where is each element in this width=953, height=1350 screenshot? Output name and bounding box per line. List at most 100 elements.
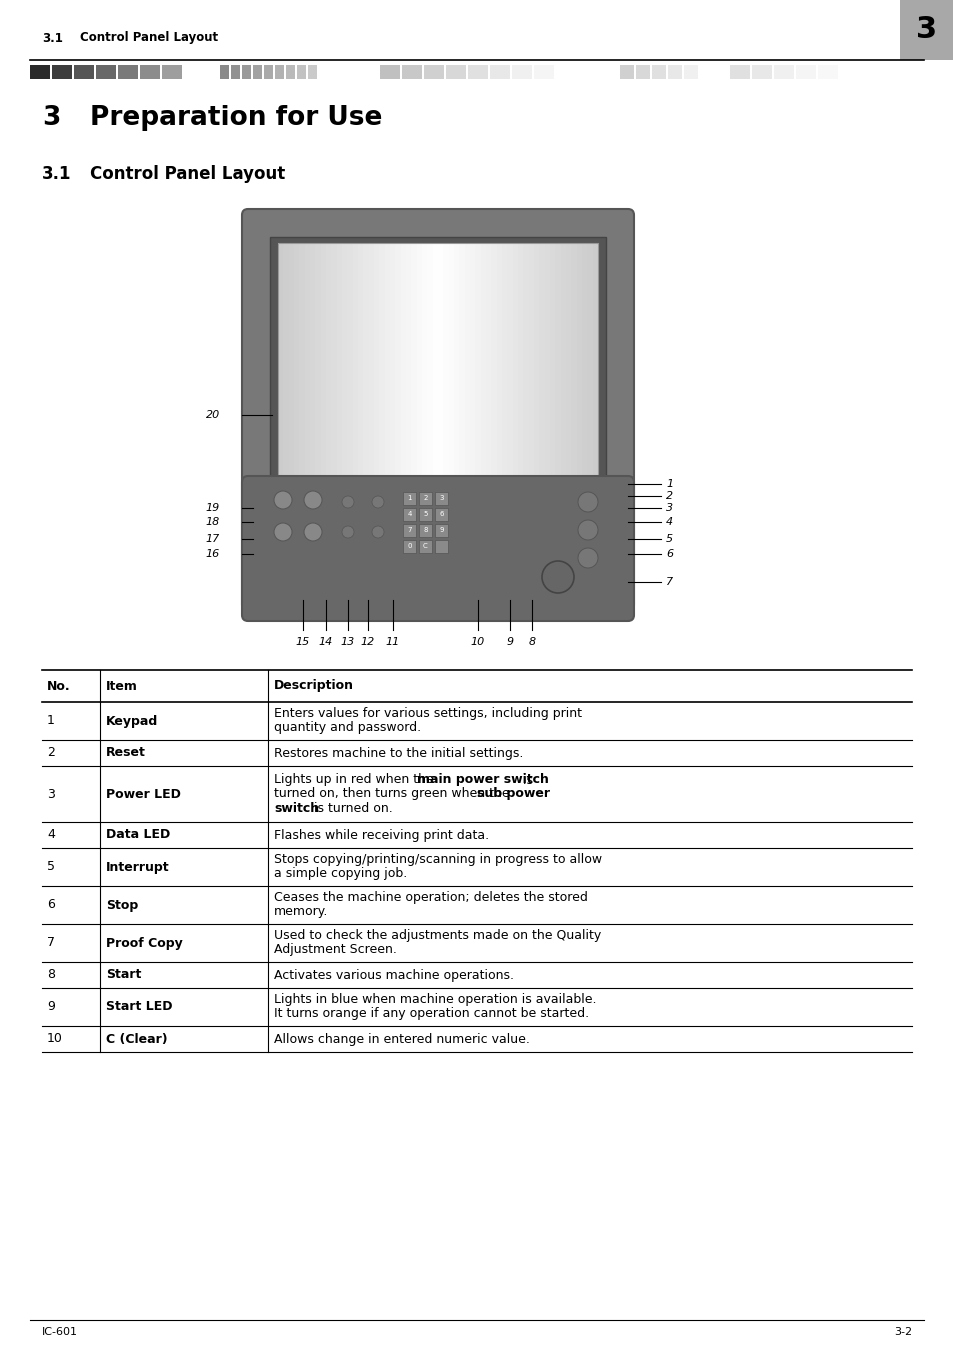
- Text: 12: 12: [360, 637, 375, 647]
- Bar: [270, 238, 605, 482]
- Circle shape: [372, 495, 384, 508]
- Bar: [418, 524, 432, 537]
- Bar: [490, 65, 510, 80]
- Text: Keypad: Keypad: [106, 714, 158, 728]
- Text: Activates various machine operations.: Activates various machine operations.: [274, 968, 514, 981]
- Bar: [294, 243, 299, 477]
- Circle shape: [578, 520, 598, 540]
- Bar: [501, 243, 507, 477]
- Bar: [52, 65, 71, 80]
- Bar: [435, 540, 448, 553]
- Bar: [581, 243, 587, 477]
- Bar: [308, 65, 316, 80]
- Bar: [512, 243, 518, 477]
- Text: Control Panel Layout: Control Panel Layout: [90, 165, 285, 184]
- Bar: [401, 65, 421, 80]
- Text: Description: Description: [274, 679, 354, 693]
- Text: Power LED: Power LED: [106, 787, 181, 801]
- Text: switch: switch: [274, 802, 319, 814]
- Text: 8: 8: [47, 968, 55, 981]
- Text: Data LED: Data LED: [106, 829, 170, 841]
- Bar: [773, 65, 793, 80]
- Text: 6: 6: [47, 899, 55, 911]
- Text: 10: 10: [471, 637, 485, 647]
- Text: 4: 4: [47, 829, 55, 841]
- Text: 5: 5: [47, 860, 55, 873]
- Text: is turned on.: is turned on.: [310, 802, 393, 814]
- Bar: [220, 65, 229, 80]
- Bar: [347, 243, 353, 477]
- Bar: [277, 243, 598, 477]
- Text: Enters values for various settings, including print: Enters values for various settings, incl…: [274, 707, 581, 721]
- Circle shape: [541, 562, 574, 593]
- Text: Adjustment Screen.: Adjustment Screen.: [274, 944, 396, 957]
- Text: It turns orange if any operation cannot be started.: It turns orange if any operation cannot …: [274, 1007, 589, 1021]
- Bar: [651, 65, 665, 80]
- Bar: [560, 243, 566, 477]
- Text: 3: 3: [665, 504, 673, 513]
- Bar: [592, 243, 598, 477]
- Bar: [512, 65, 532, 80]
- Text: Restores machine to the initial settings.: Restores machine to the initial settings…: [274, 747, 523, 760]
- Bar: [427, 243, 433, 477]
- Bar: [571, 243, 577, 477]
- Text: a simple copying job.: a simple copying job.: [274, 868, 407, 880]
- Bar: [667, 65, 681, 80]
- Bar: [402, 508, 416, 521]
- Circle shape: [341, 495, 354, 508]
- Bar: [468, 65, 488, 80]
- Text: 16: 16: [206, 549, 220, 559]
- Text: Proof Copy: Proof Copy: [106, 937, 183, 949]
- Text: Stops copying/printing/scanning in progress to allow: Stops copying/printing/scanning in progr…: [274, 853, 601, 867]
- Bar: [587, 243, 593, 477]
- Text: sub power: sub power: [477, 787, 550, 801]
- Text: 5: 5: [665, 535, 673, 544]
- Text: 4: 4: [665, 517, 673, 526]
- Text: 7: 7: [665, 576, 673, 587]
- Text: 3: 3: [916, 15, 937, 45]
- Bar: [528, 243, 534, 477]
- Text: 17: 17: [206, 535, 220, 544]
- Bar: [418, 491, 432, 505]
- Bar: [795, 65, 815, 80]
- Bar: [443, 243, 449, 477]
- Bar: [406, 243, 412, 477]
- Bar: [523, 243, 529, 477]
- Text: 6: 6: [438, 512, 443, 517]
- Bar: [299, 243, 305, 477]
- Text: 1: 1: [47, 714, 55, 728]
- Bar: [74, 65, 94, 80]
- Bar: [491, 243, 497, 477]
- Bar: [619, 65, 634, 80]
- Text: Preparation for Use: Preparation for Use: [90, 105, 382, 131]
- Bar: [264, 65, 273, 80]
- Bar: [289, 243, 294, 477]
- Bar: [384, 243, 390, 477]
- Bar: [162, 65, 182, 80]
- Bar: [899, 0, 953, 59]
- Bar: [421, 243, 427, 477]
- Bar: [544, 243, 550, 477]
- Bar: [353, 243, 358, 477]
- Circle shape: [304, 522, 322, 541]
- Circle shape: [274, 522, 292, 541]
- Bar: [326, 243, 332, 477]
- Bar: [357, 243, 363, 477]
- Bar: [418, 540, 432, 553]
- Bar: [310, 243, 315, 477]
- Bar: [418, 508, 432, 521]
- Bar: [555, 243, 560, 477]
- Bar: [636, 65, 649, 80]
- Bar: [336, 243, 342, 477]
- Bar: [475, 243, 480, 477]
- Text: 1: 1: [407, 495, 412, 501]
- Text: 9: 9: [47, 1000, 55, 1014]
- Bar: [390, 243, 395, 477]
- Text: 2: 2: [423, 495, 427, 501]
- Text: 13: 13: [340, 637, 355, 647]
- Text: 14: 14: [318, 637, 333, 647]
- Text: Start LED: Start LED: [106, 1000, 172, 1014]
- Bar: [368, 243, 375, 477]
- Text: Allows change in entered numeric value.: Allows change in entered numeric value.: [274, 1033, 529, 1045]
- Bar: [402, 491, 416, 505]
